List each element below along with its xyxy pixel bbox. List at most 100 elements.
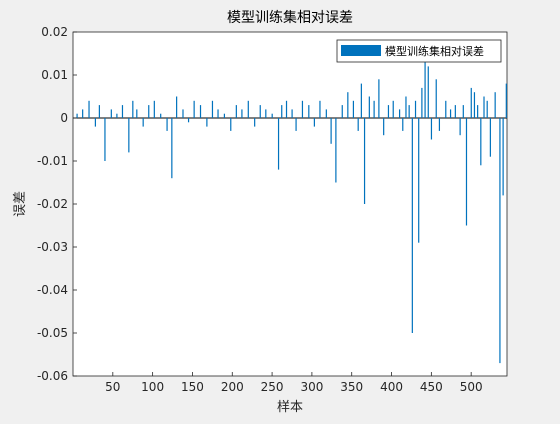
x-tick-label: 100 bbox=[141, 380, 164, 394]
bar bbox=[241, 109, 243, 118]
bar bbox=[217, 109, 219, 118]
bar bbox=[477, 105, 479, 118]
bar bbox=[193, 100, 195, 118]
bar bbox=[265, 109, 267, 118]
bar bbox=[502, 118, 504, 196]
plot-area bbox=[72, 31, 508, 377]
y-axis-label: 误差 bbox=[13, 191, 28, 217]
bar bbox=[176, 96, 178, 118]
bar bbox=[418, 118, 420, 243]
bar bbox=[341, 105, 343, 118]
bar bbox=[182, 109, 184, 118]
bar bbox=[308, 105, 310, 118]
bar bbox=[368, 96, 370, 118]
bar bbox=[325, 109, 327, 118]
bar bbox=[462, 105, 464, 118]
legend[interactable]: 模型训练集相对误差 bbox=[336, 39, 502, 63]
x-tick-label: 50 bbox=[105, 380, 120, 394]
bar bbox=[414, 100, 417, 118]
bar bbox=[281, 105, 283, 118]
bar bbox=[104, 118, 106, 161]
x-tick-label: 250 bbox=[261, 380, 284, 394]
y-tick-label: -0.05 bbox=[37, 326, 68, 340]
bar bbox=[438, 118, 441, 131]
bar bbox=[128, 118, 130, 153]
legend-label: 模型训练集相对误差 bbox=[385, 44, 484, 58]
bar bbox=[473, 92, 476, 118]
bar bbox=[347, 92, 349, 118]
bar bbox=[166, 118, 168, 131]
bar-group bbox=[76, 62, 507, 364]
x-axis-label: 样本 bbox=[277, 400, 303, 415]
bar bbox=[330, 118, 332, 144]
x-tick-label: 450 bbox=[420, 380, 443, 394]
x-axis-ticks: 50 100 150 200 250 300 350 400 450 500 bbox=[105, 372, 483, 394]
bar bbox=[319, 100, 321, 118]
y-axis-ticks: -0.06 -0.05 -0.04 -0.03 -0.02 -0.01 0 0.01 0.02 bbox=[37, 25, 77, 383]
bar bbox=[88, 100, 90, 118]
bar bbox=[247, 100, 249, 118]
bar bbox=[505, 83, 507, 118]
bar bbox=[313, 118, 315, 127]
y-tick-label: -0.06 bbox=[37, 369, 68, 383]
bar bbox=[430, 118, 433, 140]
bar bbox=[94, 118, 96, 127]
x-tick-label: 300 bbox=[300, 380, 323, 394]
bar bbox=[295, 118, 297, 131]
y-tick-label: -0.03 bbox=[37, 240, 68, 254]
x-tick-label: 200 bbox=[221, 380, 244, 394]
bar bbox=[153, 100, 155, 118]
y-tick-label: 0.01 bbox=[41, 68, 68, 82]
bar bbox=[398, 109, 401, 118]
bar bbox=[271, 113, 273, 118]
bar bbox=[136, 109, 138, 118]
y-tick-label: 0.02 bbox=[41, 25, 68, 39]
bar bbox=[392, 100, 394, 118]
bar bbox=[335, 118, 337, 183]
bar bbox=[435, 79, 437, 118]
bar bbox=[454, 105, 456, 118]
bar bbox=[383, 118, 385, 136]
bar bbox=[408, 105, 410, 118]
bar bbox=[223, 113, 226, 118]
bar bbox=[387, 105, 390, 118]
chart-title: 模型训练集相对误差 bbox=[227, 9, 353, 26]
bar bbox=[76, 113, 78, 118]
bar bbox=[470, 87, 472, 118]
bar bbox=[206, 118, 208, 127]
bar bbox=[132, 100, 134, 118]
bar bbox=[480, 118, 482, 166]
bar bbox=[160, 113, 162, 118]
bar bbox=[148, 105, 150, 118]
bar bbox=[142, 118, 144, 127]
bar bbox=[494, 92, 496, 118]
bar bbox=[489, 118, 491, 157]
bar bbox=[449, 109, 452, 118]
bar bbox=[459, 118, 461, 136]
y-tick-label: -0.04 bbox=[37, 283, 68, 297]
x-tick-label: 350 bbox=[340, 380, 363, 394]
bar bbox=[352, 100, 355, 118]
bar bbox=[259, 105, 261, 118]
bar bbox=[291, 109, 293, 118]
bar bbox=[110, 109, 112, 118]
bar bbox=[363, 118, 366, 204]
bar bbox=[357, 118, 359, 131]
bar bbox=[427, 66, 429, 118]
x-tick-label: 400 bbox=[380, 380, 403, 394]
bar bbox=[171, 118, 173, 179]
bar bbox=[98, 105, 100, 118]
bar bbox=[483, 96, 485, 118]
bar bbox=[486, 100, 488, 118]
bar bbox=[187, 118, 190, 123]
bar bbox=[424, 62, 426, 118]
bar bbox=[235, 105, 237, 118]
bar bbox=[465, 118, 468, 226]
bar bbox=[421, 87, 423, 118]
bar bbox=[82, 109, 84, 118]
bar bbox=[301, 100, 304, 118]
bar bbox=[285, 100, 288, 118]
bar bbox=[405, 96, 407, 118]
